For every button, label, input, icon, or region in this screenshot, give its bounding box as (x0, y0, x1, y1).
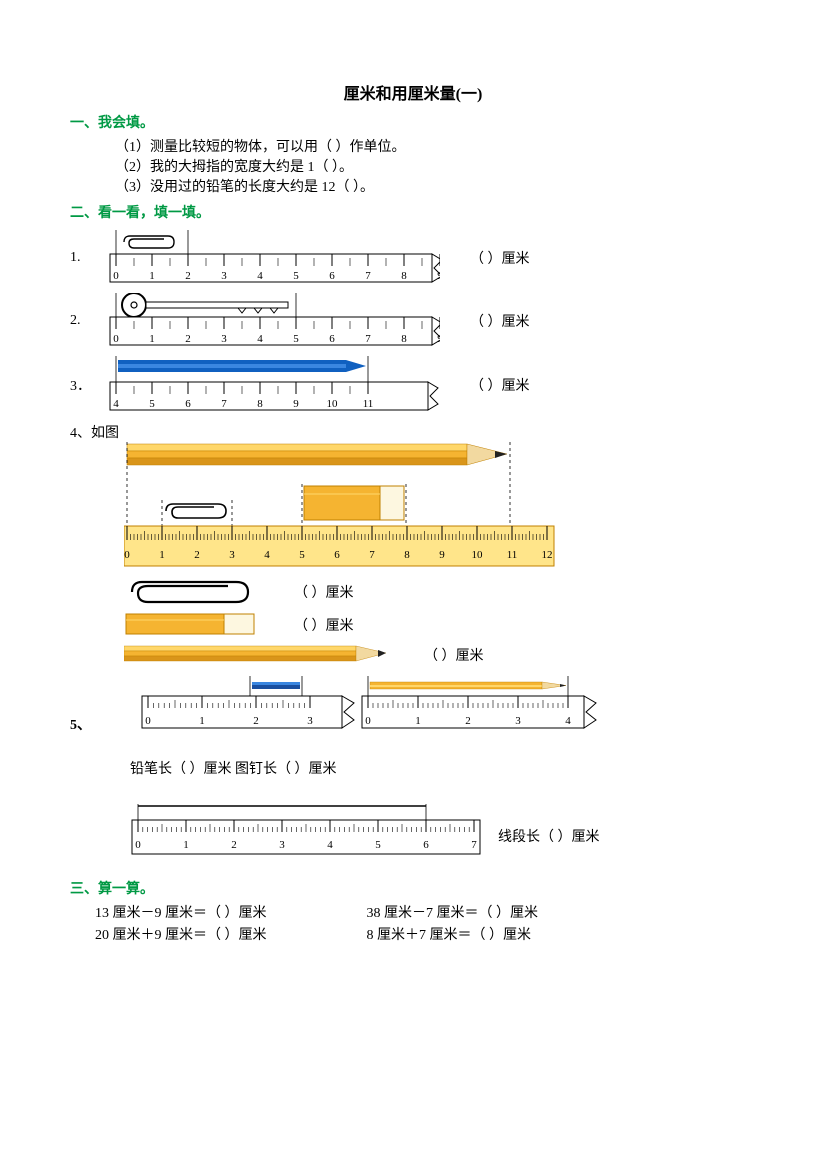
page-title: 厘米和用厘米量(一) (70, 80, 756, 104)
calc-r-1: 38 厘米－7 厘米＝（ ）厘米 (367, 902, 539, 922)
q5-right-figure: 0 1 2 3 4 (360, 676, 600, 734)
svg-text:2: 2 (185, 270, 191, 282)
svg-text:12: 12 (542, 549, 553, 561)
svg-text:3: 3 (279, 839, 285, 851)
section2-heading: 二、看一看，填一填。 (70, 202, 756, 222)
q5-segment-label: 线段长（ ）厘米 (498, 826, 600, 846)
q4-ans-1: （ ）厘米 (294, 582, 354, 602)
svg-text:2: 2 (185, 333, 191, 345)
svg-text:4: 4 (257, 333, 263, 345)
svg-text:3: 3 (307, 715, 313, 727)
q5-segment-figure: 0 1 2 3 4 5 6 7 (130, 802, 490, 862)
q4-ans-3: （ ）厘米 (424, 645, 484, 665)
svg-text:4: 4 (565, 715, 571, 727)
svg-text:5: 5 (299, 549, 305, 561)
q2-figure: 0 1 2 3 4 5 6 7 8 9 (100, 293, 440, 348)
section3-heading: 三、算一算。 (70, 878, 756, 898)
svg-text:8: 8 (401, 333, 407, 345)
calc-l-2: 20 厘米＋9 厘米＝（ ）厘米 (95, 924, 267, 944)
svg-text:6: 6 (329, 333, 335, 345)
svg-text:3: 3 (515, 715, 521, 727)
section1-heading: 一、我会填。 (70, 112, 756, 132)
svg-text:5: 5 (375, 839, 381, 851)
svg-text:9: 9 (437, 333, 440, 345)
q2-answer: （ ）厘米 (470, 311, 530, 331)
svg-text:3: 3 (221, 270, 227, 282)
svg-text:3: 3 (229, 549, 235, 561)
svg-text:2: 2 (465, 715, 471, 727)
q3-figure: 4 5 6 7 8 9 10 11 (100, 356, 440, 414)
svg-text:4: 4 (327, 839, 333, 851)
svg-text:9: 9 (439, 549, 445, 561)
svg-text:6: 6 (329, 270, 335, 282)
q5-num: 5、 (70, 714, 100, 734)
q2-num: 2. (70, 313, 100, 329)
q4-figure: 0123456789101112 (124, 442, 564, 572)
s1-item-1: （1）测量比较短的物体，可以用（ ）作单位。 (115, 136, 756, 156)
svg-text:4: 4 (257, 270, 263, 282)
q5-left-figure: 0 1 2 3 (140, 676, 360, 734)
svg-text:1: 1 (199, 715, 205, 727)
svg-text:2: 2 (253, 715, 259, 727)
svg-text:7: 7 (365, 333, 371, 345)
svg-text:8: 8 (257, 398, 263, 410)
svg-text:10: 10 (327, 398, 339, 410)
svg-text:6: 6 (423, 839, 429, 851)
svg-text:1: 1 (183, 839, 189, 851)
svg-text:10: 10 (472, 549, 484, 561)
s1-item-2: （2）我的大拇指的宽度大约是 1（ ）。 (115, 156, 756, 176)
s1-item-3: （3）没用过的铅笔的长度大约是 12（ ）。 (115, 176, 756, 196)
svg-text:3: 3 (221, 333, 227, 345)
q5-line1: 铅笔长（ ）厘米 图钉长（ ）厘米 (130, 758, 756, 778)
svg-text:9: 9 (293, 398, 299, 410)
q1-figure: 0 1 2 3 4 5 6 7 8 9 (100, 230, 440, 285)
svg-text:2: 2 (194, 549, 200, 561)
svg-text:0: 0 (365, 715, 371, 727)
q3-answer: （ ）厘米 (470, 375, 530, 395)
svg-text:4: 4 (264, 549, 270, 561)
svg-text:1: 1 (149, 270, 155, 282)
svg-text:11: 11 (507, 549, 518, 561)
calc-l-1: 13 厘米－9 厘米＝（ ）厘米 (95, 902, 267, 922)
svg-text:0: 0 (135, 839, 141, 851)
svg-text:0: 0 (124, 549, 130, 561)
q1-answer: （ ）厘米 (470, 248, 530, 268)
svg-text:7: 7 (471, 839, 477, 851)
svg-text:1: 1 (149, 333, 155, 345)
q1-num: 1. (70, 250, 100, 266)
svg-text:8: 8 (404, 549, 410, 561)
svg-text:7: 7 (365, 270, 371, 282)
svg-text:6: 6 (334, 549, 340, 561)
svg-text:11: 11 (363, 398, 374, 410)
svg-text:1: 1 (159, 549, 165, 561)
svg-text:7: 7 (369, 549, 375, 561)
svg-text:1: 1 (415, 715, 421, 727)
svg-text:6: 6 (185, 398, 191, 410)
eraser-icon (124, 612, 264, 638)
svg-text:2: 2 (231, 839, 237, 851)
svg-text:5: 5 (149, 398, 155, 410)
paperclip-icon (124, 578, 264, 606)
svg-text:0: 0 (113, 333, 119, 345)
svg-text:0: 0 (113, 270, 119, 282)
q4-num: 4、如图 (70, 422, 756, 442)
svg-text:7: 7 (221, 398, 227, 410)
svg-text:5: 5 (293, 270, 299, 282)
svg-text:0: 0 (145, 715, 151, 727)
pencil-icon (124, 644, 394, 666)
q4-ans-2: （ ）厘米 (294, 615, 354, 635)
svg-text:8: 8 (401, 270, 407, 282)
svg-text:9: 9 (437, 270, 440, 282)
svg-text:4: 4 (113, 398, 119, 410)
calc-r-2: 8 厘米＋7 厘米＝（ ）厘米 (367, 924, 539, 944)
q3-num: 3． (70, 375, 100, 395)
svg-text:5: 5 (293, 333, 299, 345)
